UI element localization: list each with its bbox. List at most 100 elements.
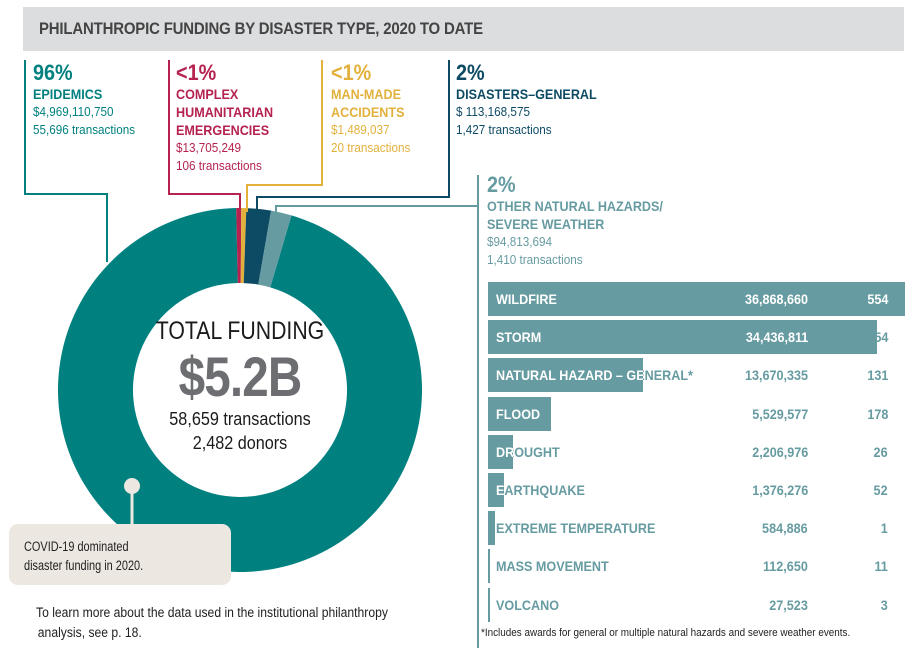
name: ACCIDENTS — [331, 104, 405, 120]
name: EMERGENCIES — [176, 122, 270, 138]
transactions: 1,410 transactions — [487, 252, 583, 267]
bar — [488, 473, 504, 507]
bar-value: 2,206,976 — [751, 443, 808, 460]
name: COMPLEX — [176, 86, 239, 102]
bar — [488, 511, 495, 546]
bar — [488, 282, 905, 316]
note-line: To learn more about the data used in the… — [36, 605, 388, 620]
pct: 96% — [33, 60, 73, 85]
slice-epidemics — [58, 208, 423, 573]
bar — [488, 549, 490, 584]
bar-row: STORM 34,436,811 454 — [488, 320, 908, 355]
name: SEVERE WEATHER — [487, 216, 605, 232]
label-natural: 2% OTHER NATURAL HAZARDS/ SEVERE WEATHER… — [487, 173, 663, 269]
bar-value: 1,376,276 — [751, 482, 808, 498]
donut-center: TOTAL FUNDING $5.2B 58,659 transactions … — [140, 315, 340, 455]
pct: 2% — [487, 172, 516, 197]
bar-row: NATURAL HAZARD – GENERAL* 13,670,335 131 NA… — [488, 358, 908, 393]
label-epidemics: 96% EPIDEMICS $4,969,110,750 55,696 tran… — [33, 61, 135, 139]
label-general: 2% DISASTERS–GENERAL $ 113,168,575 1,427… — [456, 61, 597, 139]
bar-label: EXTREME TEMPERATURE — [496, 520, 656, 537]
bar-label: FLOOD — [496, 405, 541, 422]
leader-manmade — [246, 60, 323, 212]
footnote: *Includes awards for general or multiple… — [481, 627, 851, 639]
slice-manmade — [240, 208, 247, 284]
bar-value: 34,436,811 — [745, 329, 808, 346]
bar-label: VOLCANO — [496, 596, 559, 613]
pct: 2% — [456, 60, 485, 85]
bar-label: EARTHQUAKE — [496, 482, 504, 498]
bar-row: WILDFIRE 36,868,660 554 — [488, 282, 908, 316]
bar — [488, 587, 490, 622]
bar-value: 13,670,335 — [744, 367, 808, 384]
bar-label-overlay: NATURAL HAZARD – GENERAL* — [488, 358, 643, 392]
title-bar: PHILANTHROPIC FUNDING BY DISASTER TYPE, … — [23, 7, 904, 51]
amount: $4,969,110,750 — [33, 104, 114, 119]
bar-label: FLOOD — [496, 405, 541, 422]
amount: $13,705,249 — [176, 140, 242, 155]
bar-value: 27,523 — [769, 596, 808, 613]
bar-transactions: 26 — [873, 443, 888, 460]
slice-complex — [236, 208, 242, 284]
name: DISASTERS–GENERAL — [456, 86, 597, 102]
leader-complex — [168, 60, 241, 212]
total-label: TOTAL FUNDING — [155, 317, 325, 345]
bar-value: 5,529,577 — [751, 405, 808, 422]
label-complex: <1% COMPLEX HUMANITARIAN EMERGENCIES $13… — [176, 61, 273, 175]
bar — [488, 358, 643, 393]
bar — [488, 320, 878, 355]
bar-label: WILDFIRE — [496, 291, 557, 307]
total-transactions: 58,659 transactions — [169, 409, 311, 429]
name: EPIDEMICS — [33, 86, 103, 102]
chart-title: PHILANTHROPIC FUNDING BY DISASTER TYPE, … — [39, 19, 483, 38]
total-donors: 2,482 donors — [192, 433, 288, 453]
callout-line: COVID-19 dominated — [24, 539, 129, 554]
transactions: 1,427 transactions — [456, 122, 552, 137]
name: MAN-MADE — [331, 86, 401, 102]
bar-row: VOLCANO 27,523 3 — [488, 587, 908, 622]
pct: <1% — [331, 60, 372, 85]
bar — [488, 434, 513, 469]
bar-transactions: 454 — [866, 329, 888, 346]
amount: $ 113,168,575 — [456, 104, 530, 119]
bar-row: FLOOD 5,529,577 178 FLOOD — [488, 396, 908, 431]
bar-transactions: 554 — [866, 291, 888, 307]
methodology-note: To learn more about the data used in the… — [36, 603, 388, 643]
bar-transactions: 11 — [874, 558, 888, 575]
bar-label: NATURAL HAZARD – GENERAL* — [496, 367, 693, 384]
callout-text: COVID-19 dominated disaster funding in 20… — [24, 537, 156, 575]
bar — [488, 396, 551, 431]
bar-row: MASS MOVEMENT 112,650 11 — [488, 549, 908, 584]
bar-label-overlay: DROUGHT — [488, 435, 513, 469]
bar-row: EXTREME TEMPERATURE 584,886 1 — [488, 511, 908, 546]
bar-label: NATURAL HAZARD – GENERAL* — [496, 367, 643, 384]
bar-transactions: 52 — [873, 482, 888, 498]
transactions: 106 transactions — [176, 158, 262, 173]
callout-line: disaster funding in 2020. — [24, 558, 144, 573]
amount: $1,489,037 — [331, 122, 390, 137]
bar-label: EARTHQUAKE — [496, 482, 585, 498]
bar-label: DROUGHT — [496, 443, 560, 460]
bar-transactions: 3 — [880, 596, 888, 613]
name: HUMANITARIAN — [176, 104, 274, 120]
bar-transactions: 178 — [866, 405, 888, 422]
leader-natural — [275, 205, 478, 216]
bar-label-overlay: EARTHQUAKE — [488, 473, 504, 507]
covid-callout: COVID-19 dominated disaster funding in 20… — [9, 524, 231, 585]
leader-general — [256, 60, 450, 212]
bar-transactions: 131 — [866, 367, 888, 384]
amount: $94,813,694 — [487, 234, 553, 249]
bar-label-overlay: FLOOD — [488, 397, 551, 431]
bar-value: 584,886 — [762, 520, 808, 537]
bar-value: 112,650 — [763, 558, 808, 575]
transactions: 20 transactions — [331, 140, 411, 155]
transactions: 55,696 transactions — [33, 122, 136, 137]
pct: <1% — [176, 60, 217, 85]
leader-epidemics — [24, 60, 108, 262]
name: OTHER NATURAL HAZARDS/ — [487, 198, 663, 214]
bar-label: DROUGHT — [496, 443, 513, 460]
total-value: $5.2B — [178, 345, 303, 408]
callout-pin-dot — [124, 478, 140, 494]
